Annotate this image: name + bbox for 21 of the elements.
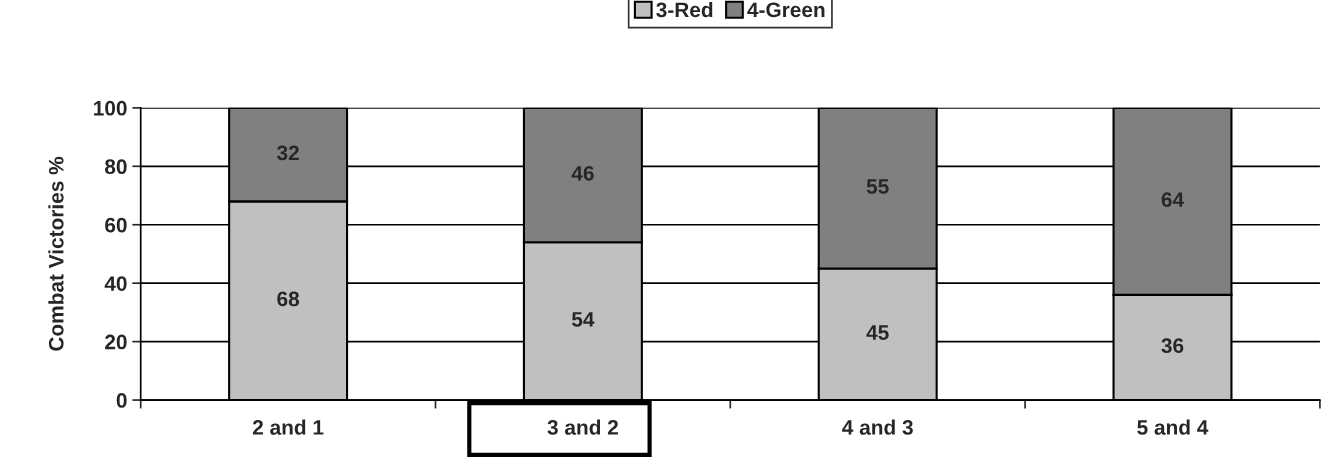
legend-label: 3-Red xyxy=(656,1,713,18)
y-tick-label: 100 xyxy=(94,100,127,116)
legend-label: 4-Green xyxy=(747,2,825,18)
x-tick-label: 3 and 2 xyxy=(547,419,618,435)
y-tick-label: 20 xyxy=(105,334,127,350)
data-label: 32 xyxy=(276,145,299,161)
y-axis-title: Combat Victories % xyxy=(48,156,64,351)
data-label: 36 xyxy=(1161,338,1184,354)
data-label: 68 xyxy=(277,291,300,307)
data-label: 45 xyxy=(866,325,889,340)
y-tick-label: 0 xyxy=(116,393,127,408)
data-label: 54 xyxy=(571,312,595,327)
y-tick-label: 80 xyxy=(105,159,127,175)
x-tick-label: 5 and 4 xyxy=(1137,419,1209,435)
y-tick-label: 40 xyxy=(104,276,127,291)
data-label: 46 xyxy=(571,165,594,181)
x-tick-label: 2 and 1 xyxy=(252,419,324,435)
x-tick-label: 4 and 3 xyxy=(842,419,913,435)
data-label: 64 xyxy=(1161,192,1184,207)
data-label: 55 xyxy=(866,179,889,194)
y-tick-label: 60 xyxy=(105,217,127,233)
